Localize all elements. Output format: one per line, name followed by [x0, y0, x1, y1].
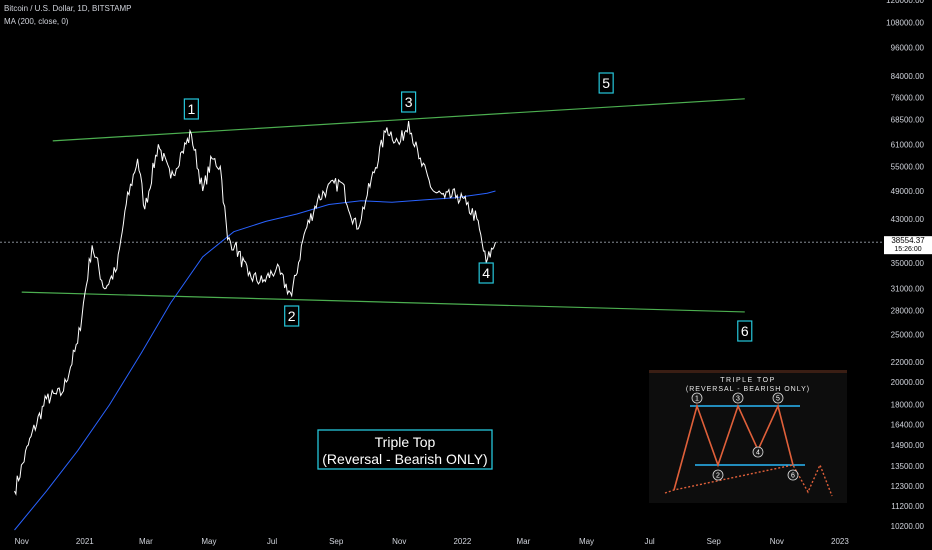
price-tick-label: 84000.00 — [891, 72, 925, 81]
price-tick-label: 31000.00 — [891, 285, 925, 294]
pattern-point-box — [183, 98, 199, 120]
price-tick-label: 55000.00 — [891, 162, 925, 171]
inset-point-label: 4 — [756, 450, 760, 457]
inset-pattern-line — [673, 403, 794, 491]
time-axis[interactable]: Nov 2021 Mar May Jul Sep Nov 2022 Mar May Jul Sep No… — [15, 537, 850, 546]
inset-point-circle — [732, 392, 744, 404]
price-tick-label: 61000.00 — [891, 140, 925, 149]
pattern-point-box — [284, 305, 300, 327]
symbol-title: Bitcoin / U.S. Dollar, 1D, BITSTAMP — [4, 4, 132, 13]
price-tick-label: 18000.00 — [891, 401, 925, 410]
time-tick-label: Nov — [392, 537, 406, 546]
inset-title: TRIPLE TOP — [720, 377, 776, 384]
time-tick-label: 2023 — [831, 537, 849, 546]
price-tick-label: 16400.00 — [891, 420, 925, 429]
time-tick-label: Nov — [770, 537, 784, 546]
price-tick-label: 76000.00 — [891, 93, 925, 102]
current-price-tag: 38554.37 15:26:00 — [884, 236, 932, 255]
price-tick-label: 12300.00 — [891, 482, 925, 491]
inset-point-circle — [712, 469, 724, 481]
annotation-subtitle: (Reversal - Bearish ONLY) — [322, 451, 487, 467]
inset-point-circle — [787, 469, 799, 481]
inset-point-label: 5 — [776, 396, 780, 403]
inset-breakdown-dots — [664, 463, 833, 497]
time-tick-label: Mar — [139, 537, 153, 546]
time-tick-label: May — [579, 537, 594, 546]
pattern-point-box — [598, 72, 614, 94]
inset-subtitle: (REVERSAL - BEARISH ONLY) — [686, 386, 810, 393]
price-tick-label: 28000.00 — [891, 306, 925, 315]
inset-point-circle — [691, 392, 703, 404]
ma-200-line — [14, 190, 496, 531]
resistance-trendline — [52, 98, 745, 142]
price-line — [14, 121, 496, 496]
price-tick-label: 10200.00 — [891, 522, 925, 531]
current-price-value: 38554.37 — [891, 236, 925, 245]
pattern-point-label: 2 — [288, 308, 296, 324]
pattern-annotation: Triple Top (Reversal - Bearish ONLY) — [317, 429, 493, 470]
pattern-point-box — [478, 262, 494, 284]
price-tick-label: 68500.00 — [891, 116, 925, 125]
price-tick-label: 25000.00 — [891, 331, 925, 340]
price-tick-label: 35000.00 — [891, 259, 925, 268]
time-tick-label: Sep — [329, 537, 344, 546]
time-tick-label: Sep — [707, 537, 722, 546]
price-tick-label: 11200.00 — [891, 502, 924, 511]
pattern-point-box — [737, 320, 753, 342]
inset-point-label: 2 — [716, 473, 720, 480]
inset-point-label: 3 — [736, 396, 740, 403]
price-tick-label: 20000.00 — [891, 378, 925, 387]
price-tick-label: 49000.00 — [891, 187, 925, 196]
inset-point-label: 6 — [791, 473, 795, 480]
triple-top-reference-image: TRIPLE TOP (REVERSAL - BEARISH ONLY) 1 2 3… — [649, 370, 847, 503]
time-tick-label: Mar — [517, 537, 531, 546]
inset-point-circle — [772, 392, 784, 404]
inset-point-circle — [752, 446, 764, 458]
time-tick-label: Jul — [267, 537, 277, 546]
inset-point-label: 1 — [695, 396, 699, 403]
pattern-point-label: 3 — [405, 94, 413, 110]
price-tick-label: 96000.00 — [891, 44, 925, 53]
annotation-box — [317, 429, 493, 470]
time-tick-label: Nov — [15, 537, 29, 546]
time-tick-label: Jul — [644, 537, 654, 546]
price-axis[interactable]: 120000.00 108000.00 96000.00 84000.00 76000.… — [886, 0, 924, 531]
time-tick-label: 2022 — [453, 537, 471, 546]
support-trendline — [21, 291, 745, 313]
price-tick-label: 22000.00 — [891, 358, 925, 367]
price-tick-label: 43000.00 — [891, 215, 925, 224]
pattern-point-label: 1 — [187, 101, 195, 117]
price-tick-label: 108000.00 — [886, 18, 924, 27]
price-tick-label: 13500.00 — [891, 462, 925, 471]
indicator-title[interactable]: MA (200, close, 0) — [4, 17, 69, 26]
pattern-point-label: 4 — [482, 265, 490, 281]
pattern-point-box — [400, 91, 417, 113]
pattern-point-label: 6 — [741, 323, 749, 339]
price-tick-label: 14900.00 — [891, 441, 925, 450]
time-tick-label: May — [201, 537, 216, 546]
countdown-value: 15:26:00 — [894, 246, 921, 253]
pattern-point-label: 5 — [602, 75, 610, 91]
time-tick-label: 2021 — [76, 537, 94, 546]
price-tick-label: 120000.00 — [886, 0, 924, 5]
annotation-title: Triple Top — [375, 434, 436, 450]
